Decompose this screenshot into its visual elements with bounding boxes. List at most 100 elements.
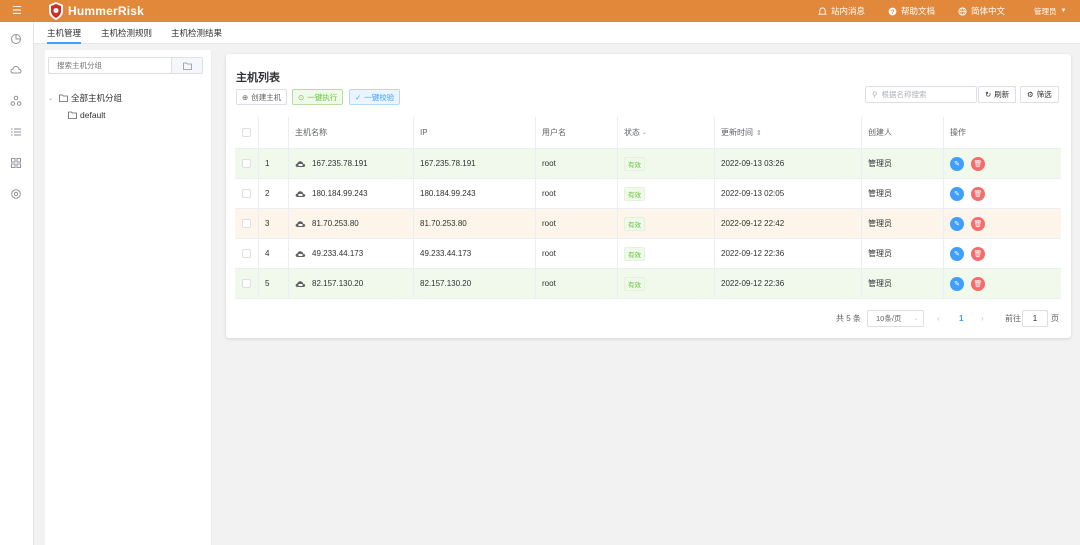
host-name[interactable]: 167.235.78.191 xyxy=(312,159,368,168)
help-link[interactable]: ? 帮助文档 xyxy=(888,0,935,22)
row-user: root xyxy=(536,149,618,178)
row-index: 4 xyxy=(259,239,289,268)
settings-icon[interactable] xyxy=(10,188,22,200)
header-updated[interactable]: 更新时间 ⇕ xyxy=(715,117,862,148)
cloud-server-icon xyxy=(295,160,306,167)
caret-down-icon: ▼ xyxy=(1060,8,1067,14)
row-actions: ✎ 🗑 xyxy=(944,239,1061,268)
row-updated: 2022-09-13 03:26 xyxy=(715,149,862,178)
row-select-cell xyxy=(235,149,259,178)
check-icon: ✓ xyxy=(355,92,362,102)
header-actions: 操作 xyxy=(950,128,966,137)
list-icon[interactable] xyxy=(10,126,22,138)
table-row: 4 49.233.44.173 49.233.44.173 root 有效 2022-09… xyxy=(235,239,1061,269)
edit-button[interactable]: ✎ xyxy=(950,276,964,291)
name-search-input[interactable]: ⚲ 根据名称搜索 xyxy=(865,86,977,103)
help-label: 帮助文档 xyxy=(901,6,936,16)
create-host-button[interactable]: ⊕ 创建主机 xyxy=(236,89,288,105)
status-badge: 有效 xyxy=(624,216,645,231)
edit-button[interactable]: ✎ xyxy=(950,216,964,231)
checkbox[interactable] xyxy=(242,189,251,198)
dashboard-icon[interactable] xyxy=(10,33,22,45)
page-suffix: 页 xyxy=(1051,314,1059,323)
checkbox[interactable] xyxy=(242,128,251,137)
host-name[interactable]: 82.157.130.20 xyxy=(312,279,364,288)
row-actions: ✎ 🗑 xyxy=(944,209,1061,238)
next-page-button[interactable]: › xyxy=(981,314,984,323)
prev-page-button[interactable]: ‹ xyxy=(937,314,940,323)
edit-button[interactable]: ✎ xyxy=(950,156,964,171)
row-select-cell xyxy=(235,269,259,298)
checkbox[interactable] xyxy=(242,249,251,258)
messages-link[interactable]: 站内消息 xyxy=(818,0,865,22)
header-ip: IP xyxy=(414,117,536,148)
caret-down-icon[interactable]: ⌄ xyxy=(48,95,54,102)
globe-icon xyxy=(958,6,967,16)
cloud-icon[interactable] xyxy=(10,64,22,76)
delete-button[interactable]: 🗑 xyxy=(971,216,985,231)
refresh-icon: ↻ xyxy=(985,90,992,99)
checkbox[interactable] xyxy=(242,219,251,228)
delete-button[interactable]: 🗑 xyxy=(971,246,985,261)
goto-page-input[interactable]: 1 xyxy=(1022,310,1048,327)
verify-all-button[interactable]: ✓ 一键校验 xyxy=(349,89,401,105)
delete-button[interactable]: 🗑 xyxy=(971,276,985,291)
header-select-all[interactable] xyxy=(235,117,259,148)
chevron-down-icon: ⌄ xyxy=(642,130,648,136)
pencil-icon: ✎ xyxy=(954,280,960,288)
grid-icon[interactable] xyxy=(10,157,22,169)
cluster-icon[interactable] xyxy=(10,95,22,107)
row-status-cell: 有效 xyxy=(618,149,715,178)
header-status[interactable]: 状态 ⌄ xyxy=(618,117,715,148)
tab-host-management[interactable]: 主机管理 xyxy=(47,22,82,44)
logo[interactable]: HummerRisk xyxy=(48,1,144,21)
row-ip: 180.184.99.243 xyxy=(414,179,536,208)
language-switch[interactable]: 简体中文 xyxy=(958,0,1005,22)
trash-icon: 🗑 xyxy=(973,190,983,198)
host-name[interactable]: 180.184.99.243 xyxy=(312,189,368,198)
row-creator: 管理员 xyxy=(862,269,944,298)
folder-search-button[interactable] xyxy=(171,57,203,74)
status-badge: 有效 xyxy=(624,156,645,171)
side-nav-rail xyxy=(0,22,34,545)
row-select-cell xyxy=(235,209,259,238)
execute-all-button[interactable]: ⊙ 一键执行 xyxy=(292,89,344,105)
tab-host-rules[interactable]: 主机检测规则 xyxy=(101,28,153,38)
row-creator: 管理员 xyxy=(862,239,944,268)
filter-button[interactable]: ⚙ 筛选 xyxy=(1020,86,1059,103)
cloud-server-icon xyxy=(295,220,306,227)
edit-button[interactable]: ✎ xyxy=(950,246,964,261)
row-ip: 81.70.253.80 xyxy=(414,209,536,238)
row-name-cell: 180.184.99.243 xyxy=(289,179,414,208)
page-number-current[interactable]: 1 xyxy=(959,314,964,323)
menu-icon[interactable]: ☰ xyxy=(12,5,22,17)
header-updated-label: 更新时间 xyxy=(721,128,753,137)
top-header: ☰ HummerRisk 站内消息 ? 帮助文档 简体中文 管理员 ▼ xyxy=(0,0,1080,22)
header-user: 用户名 xyxy=(536,117,618,148)
create-host-label: 创建主机 xyxy=(251,92,282,102)
group-search-input[interactable] xyxy=(48,57,172,74)
header-index xyxy=(259,117,289,148)
delete-button[interactable]: 🗑 xyxy=(971,156,985,171)
refresh-button[interactable]: ↻ 刷新 xyxy=(978,86,1017,103)
user-name: 管理员 xyxy=(1034,6,1057,16)
host-name[interactable]: 49.233.44.173 xyxy=(312,249,364,258)
delete-button[interactable]: 🗑 xyxy=(971,186,985,201)
filter-label: 筛选 xyxy=(1036,90,1052,99)
cloud-server-icon xyxy=(295,190,306,197)
checkbox[interactable] xyxy=(242,159,251,168)
tab-host-results[interactable]: 主机检测结果 xyxy=(171,28,223,38)
host-name[interactable]: 81.70.253.80 xyxy=(312,219,359,228)
tree-node-default[interactable]: default xyxy=(68,110,106,120)
user-menu[interactable]: 管理员 ▼ xyxy=(1034,0,1066,22)
edit-button[interactable]: ✎ xyxy=(950,186,964,201)
row-user: root xyxy=(536,179,618,208)
pencil-icon: ✎ xyxy=(954,190,960,198)
page-size-select[interactable]: 10条/页 ⌄ xyxy=(867,310,924,327)
trash-icon: 🗑 xyxy=(973,250,983,258)
tree-node-root[interactable]: ⌄ 全部主机分组 xyxy=(48,92,122,104)
row-status-cell: 有效 xyxy=(618,239,715,268)
checkbox[interactable] xyxy=(242,279,251,288)
host-group-panel: ⌄ 全部主机分组 default xyxy=(45,50,212,545)
chevron-down-icon: ⌄ xyxy=(913,316,919,322)
